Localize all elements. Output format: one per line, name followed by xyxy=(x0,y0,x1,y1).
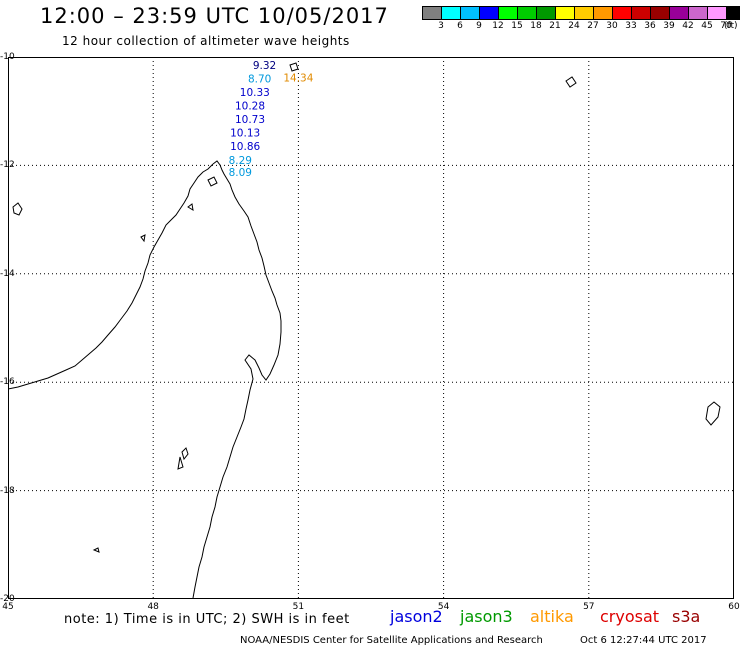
wave-height-value: 8.09 xyxy=(229,167,252,179)
latitude-tick-label: -18 xyxy=(0,485,15,496)
legend-label: 70 xyxy=(720,21,732,31)
legend-label: 6 xyxy=(457,21,463,31)
legend-swatch xyxy=(537,7,556,19)
legend-label: 30 xyxy=(606,21,618,31)
legend-swatch xyxy=(480,7,499,19)
legend-swatch xyxy=(423,7,442,19)
satellite-label-s3a: s3a xyxy=(672,607,701,626)
legend-label: 18 xyxy=(530,21,542,31)
wave-height-value: 10.73 xyxy=(235,114,265,126)
longitude-tick-label: 54 xyxy=(437,602,450,612)
legend-label: 12 xyxy=(492,21,504,31)
legend-swatch xyxy=(727,7,740,19)
satellite-label-altika: altika xyxy=(530,607,574,626)
longitude-tick-label: 48 xyxy=(147,602,159,612)
island-seychelles xyxy=(289,62,299,72)
legend-swatch xyxy=(632,7,651,19)
legend-label: 33 xyxy=(625,21,637,31)
legend-label: 39 xyxy=(663,21,675,31)
legend-swatch xyxy=(575,7,594,19)
legend-swatch xyxy=(689,7,708,19)
legend-unit: (ft) xyxy=(724,21,738,31)
legend-label: 42 xyxy=(682,21,694,31)
legend-label: 21 xyxy=(549,21,561,31)
wave-height-value: 14.34 xyxy=(283,72,313,84)
madagascar-coastline xyxy=(192,160,282,599)
satellite-label-jason2: jason2 xyxy=(390,607,443,626)
legend-swatch xyxy=(518,7,537,19)
latitude-tick-label: -14 xyxy=(0,268,15,279)
island-north-1 xyxy=(12,202,23,216)
coastline xyxy=(8,62,721,599)
legend-swatch xyxy=(499,7,518,19)
island-west-1 xyxy=(181,447,189,461)
generation-timestamp: Oct 6 12:27:44 UTC 2017 xyxy=(580,635,707,646)
credit-text: NOAA/NESDIS Center for Satellite Applica… xyxy=(240,635,543,646)
wave-height-value: 10.13 xyxy=(230,128,260,140)
madagascar-west-coast xyxy=(8,163,214,390)
longitude-tick-label: 51 xyxy=(292,602,305,612)
chart-title: 12:00 – 23:59 UTC 10/05/2017 xyxy=(40,4,389,28)
legend-label: 36 xyxy=(644,21,656,31)
island-europa xyxy=(92,547,100,553)
footer-note: note: 1) Time is in UTC; 2) SWH is in fe… xyxy=(64,612,350,627)
legend-label: 9 xyxy=(476,21,482,31)
legend-label: 15 xyxy=(511,21,523,31)
legend-swatch xyxy=(708,7,727,19)
island-west-2 xyxy=(177,456,184,470)
satellite-label-jason3: jason3 xyxy=(460,607,513,626)
legend-swatch xyxy=(442,7,461,19)
legend-label: 27 xyxy=(587,21,599,31)
island-north-2 xyxy=(187,203,194,211)
wave-height-value: 8.29 xyxy=(229,155,252,167)
chart-subtitle: 12 hour collection of altimeter wave hei… xyxy=(62,34,350,48)
legend-label: 3 xyxy=(438,21,444,31)
map-frame xyxy=(8,57,734,599)
island-nosy-be xyxy=(207,176,218,187)
longitude-tick-label: 57 xyxy=(583,602,595,612)
longitude-tick-label: 60 xyxy=(728,602,740,612)
legend-swatch xyxy=(670,7,689,19)
legend-label: 24 xyxy=(568,21,580,31)
wave-height-value: 10.86 xyxy=(230,141,260,153)
lat-lon-grid xyxy=(8,57,734,599)
latitude-tick-label: -10 xyxy=(0,52,15,62)
island-mayotte xyxy=(140,234,146,243)
legend-swatch xyxy=(651,7,670,19)
latitude-tick-label: -20 xyxy=(0,594,15,604)
wave-height-value: 9.32 xyxy=(253,60,276,72)
wave-height-value: 13.22 xyxy=(249,57,279,58)
longitude-tick-label: 45 xyxy=(2,602,14,612)
legend-swatch xyxy=(556,7,575,19)
satellite-label-cryosat: cryosat xyxy=(600,607,660,626)
latitude-tick-label: -12 xyxy=(0,160,15,171)
latitude-tick-label: -16 xyxy=(0,377,15,388)
wave-height-value: 14.33 xyxy=(288,57,318,58)
wave-height-value: 8.70 xyxy=(248,73,271,85)
island-east-1 xyxy=(565,76,577,88)
legend-swatch xyxy=(613,7,632,19)
legend-swatch xyxy=(594,7,613,19)
wave-height-value: 10.33 xyxy=(240,87,270,99)
island-mauritius xyxy=(705,401,721,426)
legend-label: 45 xyxy=(701,21,713,31)
color-scale-legend xyxy=(422,6,740,20)
wave-height-value: 10.28 xyxy=(235,101,265,113)
legend-swatch xyxy=(461,7,480,19)
